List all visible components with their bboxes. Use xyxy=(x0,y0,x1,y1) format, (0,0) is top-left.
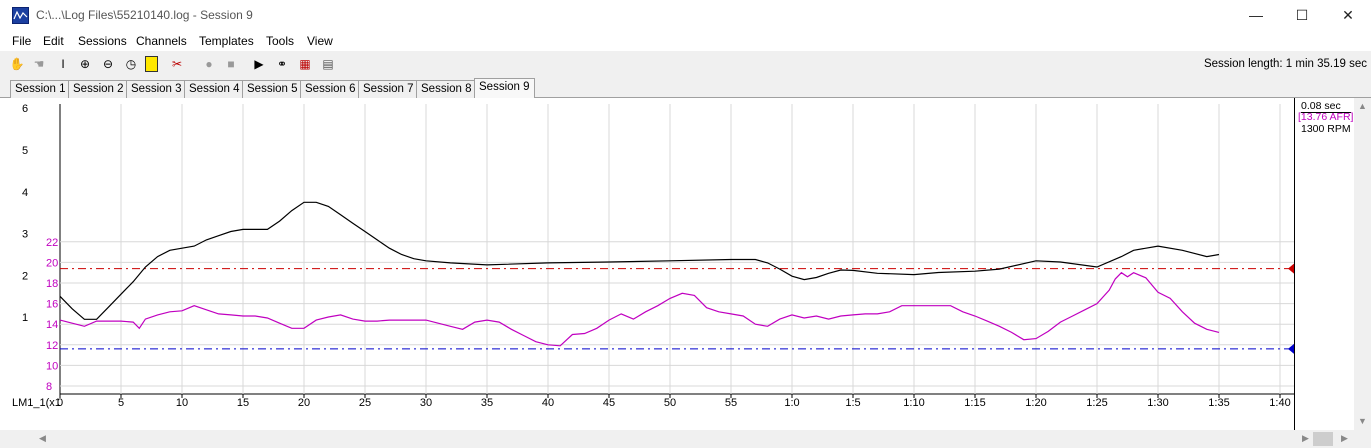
tools-icon[interactable]: ✂ xyxy=(171,57,183,71)
menu-tools[interactable]: Tools xyxy=(266,34,295,48)
vertical-scrollbar[interactable]: ▲ ▼ xyxy=(1354,98,1371,430)
afr-tick-label: 12 xyxy=(46,340,58,352)
menu-edit[interactable]: Edit xyxy=(43,34,64,48)
session-tabs: Session 1 Session 2 Session 3 Session 4 … xyxy=(0,78,1371,99)
tab-session-7[interactable]: Session 7 xyxy=(358,80,419,98)
readout-rpm: 1300 RPM xyxy=(1301,123,1351,135)
zoom-in-icon[interactable]: ⊕ xyxy=(79,57,91,71)
channel-label: LM1_1(x1 xyxy=(12,397,61,409)
cursor-icon[interactable]: I xyxy=(61,57,65,71)
x-tick-label: 15 xyxy=(237,397,249,409)
play-icon[interactable]: ▶ xyxy=(254,57,264,71)
tab-session-2[interactable]: Session 2 xyxy=(68,80,129,98)
rpm-tick-label: 5 xyxy=(22,145,28,157)
afr-series-line xyxy=(59,271,1220,347)
rpm-tick-label: 6 xyxy=(22,103,28,115)
readout-panel: 0.08 sec [13.76 AFR] 1300 RPM xyxy=(1294,98,1354,430)
rpm-tick-label: 3 xyxy=(22,229,28,241)
scroll-right-icon[interactable]: ▶ xyxy=(1302,433,1309,443)
stop-icon[interactable]: ■ xyxy=(227,57,235,71)
rpm-series-line xyxy=(59,201,1220,320)
x-tick-label: 1:40 xyxy=(1269,397,1290,409)
x-tick-label: 55 xyxy=(725,397,737,409)
afr-tick-label: 18 xyxy=(46,278,58,290)
tab-session-3[interactable]: Session 3 xyxy=(126,80,187,98)
pan-icon[interactable]: ☚ xyxy=(33,57,45,71)
rpm-tick-label: 1 xyxy=(22,312,28,324)
x-tick-label: 25 xyxy=(359,397,371,409)
close-button[interactable]: ✕ xyxy=(1342,7,1354,23)
clock-icon[interactable]: ◷ xyxy=(125,57,137,71)
x-tick-label: 1:30 xyxy=(1147,397,1168,409)
x-tick-label: 1:35 xyxy=(1208,397,1229,409)
x-tick-label: 30 xyxy=(420,397,432,409)
x-tick-label: 35 xyxy=(481,397,493,409)
x-tick-label: 1:5 xyxy=(845,397,860,409)
log-chart[interactable]: 0 5 10 15 20 25 30 35 40 45 50 55 1:0 1:5 1:10 1:15 1:20… xyxy=(0,61,1294,430)
afr-tick-label: 20 xyxy=(46,257,58,269)
find-icon[interactable]: ⚭ xyxy=(276,57,288,71)
tab-session-1[interactable]: Session 1 xyxy=(10,80,71,98)
x-tick-label: 40 xyxy=(542,397,554,409)
hand-icon[interactable]: ✋ xyxy=(9,57,25,71)
tab-session-6[interactable]: Session 6 xyxy=(300,80,361,98)
maximize-button[interactable]: ☐ xyxy=(1295,7,1309,23)
notes-icon[interactable] xyxy=(145,56,158,72)
x-tick-label: 1:25 xyxy=(1086,397,1107,409)
lower-limit-marker xyxy=(1288,343,1294,354)
x-tick-label: 45 xyxy=(603,397,615,409)
session-length: Session length: 1 min 35.19 sec xyxy=(1203,58,1367,70)
title-bar: C:\...\Log Files\55210140.log - Session … xyxy=(0,0,1371,31)
readout-afr: [13.76 AFR] xyxy=(1298,111,1354,123)
tab-session-9[interactable]: Session 9 xyxy=(474,78,535,99)
afr-tick-label: 22 xyxy=(46,237,58,249)
x-tick-label: 10 xyxy=(176,397,188,409)
window-title: C:\...\Log Files\55210140.log - Session … xyxy=(36,8,253,22)
scroll-thumb[interactable] xyxy=(1313,432,1333,446)
afr-tick-label: 8 xyxy=(46,381,52,393)
scroll-left-icon[interactable]: ◀ xyxy=(39,433,46,443)
menu-file[interactable]: File xyxy=(12,34,32,48)
chart-icon[interactable]: ▦ xyxy=(299,57,311,71)
readout-time: 0.08 sec xyxy=(1301,100,1351,113)
horizontal-scrollbar[interactable]: ◀ ▶ ▶ xyxy=(0,430,1354,448)
menu-sessions[interactable]: Sessions xyxy=(78,34,127,48)
scroll-right-end-icon[interactable]: ▶ xyxy=(1341,433,1348,443)
toolbar: ✋ ☚ I ⊕ ⊖ ◷ ✂ ● ■ ▶ ⚭ ▦ ▤ Session length… xyxy=(0,51,1371,78)
record-icon[interactable]: ● xyxy=(205,57,213,71)
minimize-button[interactable]: — xyxy=(1249,7,1263,23)
tab-session-4[interactable]: Session 4 xyxy=(184,80,245,98)
x-tick-label: 1:20 xyxy=(1025,397,1046,409)
scroll-up-icon[interactable]: ▲ xyxy=(1358,101,1367,111)
menu-templates[interactable]: Templates xyxy=(199,34,254,48)
menu-bar: File Edit Sessions Channels Templates To… xyxy=(0,31,1371,51)
x-tick-label: 50 xyxy=(664,397,676,409)
app-icon xyxy=(12,7,29,24)
tab-session-8[interactable]: Session 8 xyxy=(416,80,477,98)
x-tick-label: 20 xyxy=(298,397,310,409)
afr-tick-label: 14 xyxy=(46,319,58,331)
zoom-out-icon[interactable]: ⊖ xyxy=(102,57,114,71)
plot-area[interactable]: 0 5 10 15 20 25 30 35 40 45 50 55 1:0 1:5 1:10 1:15 1:20… xyxy=(0,61,1371,430)
x-tick-label: 0 xyxy=(57,397,63,409)
x-tick-label: 1:15 xyxy=(964,397,985,409)
rpm-tick-label: 2 xyxy=(22,270,28,282)
afr-tick-label: 16 xyxy=(46,299,58,311)
x-tick-label: 5 xyxy=(118,397,124,409)
upper-limit-marker xyxy=(1288,263,1294,274)
x-tick-label: 1:10 xyxy=(903,397,924,409)
rpm-tick-label: 4 xyxy=(22,187,28,199)
afr-tick-label: 10 xyxy=(46,360,58,372)
tab-session-5[interactable]: Session 5 xyxy=(242,80,303,98)
menu-channels[interactable]: Channels xyxy=(136,34,187,48)
menu-view[interactable]: View xyxy=(307,34,333,48)
x-tick-label: 1:0 xyxy=(784,397,799,409)
grid-icon[interactable]: ▤ xyxy=(322,57,334,71)
scroll-down-icon[interactable]: ▼ xyxy=(1358,416,1367,426)
